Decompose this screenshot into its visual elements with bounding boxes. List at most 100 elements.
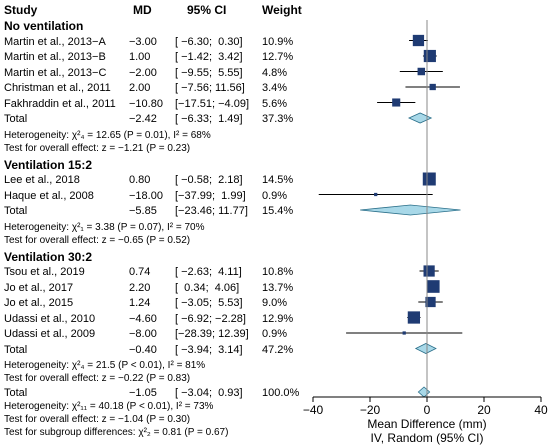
study-md: −8.00 bbox=[129, 328, 157, 340]
study-ci: [ −9.55; 5.55] bbox=[175, 66, 243, 79]
subgroup-total-md: −2.42 bbox=[129, 113, 157, 125]
study-ci: [ −7.56; 11.56] bbox=[175, 82, 245, 94]
study-md: 0.80 bbox=[129, 174, 151, 186]
heterogeneity-text: Heterogeneity: χ²₄ = 21.5 (P < 0.01), I²… bbox=[4, 360, 206, 371]
study-label: Christman et al., 2011 bbox=[4, 82, 111, 94]
study-weight: 0.9% bbox=[262, 328, 288, 340]
study-label: Tsou et al., 2019 bbox=[4, 266, 85, 278]
effect-square bbox=[422, 172, 436, 186]
x-tick-label: −40 bbox=[302, 403, 324, 417]
study-md: 1.00 bbox=[129, 51, 151, 63]
study-ci: [ −1.42; 3.42] bbox=[175, 51, 243, 63]
effect-square bbox=[423, 49, 436, 63]
effect-square bbox=[407, 311, 421, 324]
overall-total-ci: [ −3.04; 0.93] bbox=[175, 387, 243, 399]
study-weight: 3.4% bbox=[262, 82, 288, 94]
study-weight: 9.0% bbox=[262, 297, 288, 309]
header-md: MD bbox=[133, 3, 152, 17]
study-md: −10.80 bbox=[129, 97, 163, 110]
overall-effect-total-text: Test for overall effect: z = −1.04 (P = … bbox=[4, 414, 191, 425]
group-title: Ventilation 30:2 bbox=[4, 249, 93, 264]
overall-effect-text: Test for overall effect: z = −1.21 (P = … bbox=[4, 142, 191, 154]
overall-total-weight: 100.0% bbox=[262, 387, 300, 399]
heterogeneity-text: Heterogeneity: χ²₄ = 12.65 (P = 0.01), I… bbox=[4, 129, 211, 141]
study-weight: 14.5% bbox=[262, 174, 294, 186]
effect-square bbox=[429, 83, 436, 91]
overall-effect-text: Test for overall effect: z = −0.65 (P = … bbox=[4, 234, 191, 246]
study-ci: [ −0.58; 2.18] bbox=[175, 174, 243, 186]
study-ci: [−17.51; −4.09] bbox=[175, 97, 250, 110]
effect-square bbox=[374, 192, 378, 197]
heterogeneity-text: Heterogeneity: χ²₁ = 3.38 (P = 0.07), I²… bbox=[4, 221, 205, 233]
study-label: Fakhraddin et al., 2011 bbox=[4, 97, 116, 110]
effect-square bbox=[402, 331, 406, 335]
study-label: Martin et al., 2013−B bbox=[4, 51, 106, 63]
subgroup-total-diamond bbox=[407, 112, 433, 124]
study-weight: 4.8% bbox=[262, 66, 288, 79]
subgroup-total-diamond bbox=[360, 204, 461, 216]
x-tick-label: 0 bbox=[423, 403, 431, 417]
subgroup-total-diamond bbox=[414, 343, 437, 354]
group-title: No ventilation bbox=[4, 19, 84, 33]
effect-square bbox=[392, 98, 401, 107]
effect-square bbox=[423, 265, 435, 277]
study-md: 2.20 bbox=[129, 281, 151, 294]
study-ci: [ 0.34; 4.06] bbox=[175, 281, 240, 294]
subgroup-total-md: −5.85 bbox=[129, 205, 157, 217]
subgroup-total-label: Total bbox=[4, 205, 28, 217]
study-weight: 0.9% bbox=[262, 189, 288, 202]
study-weight: 13.7% bbox=[262, 281, 294, 294]
subgroup-total-label: Total bbox=[4, 343, 28, 356]
effect-square bbox=[417, 67, 426, 76]
study-md: 1.24 bbox=[129, 297, 151, 309]
effect-square bbox=[425, 296, 436, 308]
study-weight: 10.9% bbox=[262, 35, 294, 48]
subgroup-total-weight: 47.2% bbox=[262, 343, 294, 356]
study-label: Haque et al., 2008 bbox=[4, 189, 94, 202]
x-tick-label: 40 bbox=[534, 403, 548, 417]
study-md: −3.00 bbox=[129, 35, 157, 48]
group-title: Ventilation 15:2 bbox=[4, 157, 93, 172]
study-label: Jo et al., 2015 bbox=[4, 297, 74, 309]
overall-total-diamond bbox=[417, 386, 431, 398]
study-label: Udassi et al., 2009 bbox=[4, 328, 96, 340]
study-ci: [ −6.30; 0.30] bbox=[175, 35, 243, 48]
study-ci: [ −6.92; −2.28] bbox=[175, 312, 246, 325]
overall-total-label: Total bbox=[4, 387, 28, 399]
x-tick-label: −20 bbox=[359, 403, 381, 417]
x-axis-sublabel: IV, Random (95% CI) bbox=[370, 431, 484, 445]
subgroup-total-ci: [−23.46; 11.77] bbox=[175, 205, 248, 217]
subgroup-total-ci: [ −6.33; 1.49] bbox=[175, 113, 243, 125]
study-weight: 12.7% bbox=[262, 51, 294, 63]
subgroup-differences-text: Test for subgroup differences: χ²₂ = 0.8… bbox=[4, 427, 229, 438]
study-md: −18.00 bbox=[129, 189, 163, 202]
study-ci: [ −3.05; 5.53] bbox=[175, 297, 243, 309]
study-label: Martin et al., 2013−C bbox=[4, 66, 107, 79]
study-md: −4.60 bbox=[129, 312, 157, 325]
study-weight: 12.9% bbox=[262, 312, 294, 325]
effect-square bbox=[426, 280, 440, 293]
overall-effect-text: Test for overall effect: z = −0.22 (P = … bbox=[4, 373, 191, 384]
study-ci: [ −2.63; 4.11] bbox=[175, 266, 242, 278]
overall-total-md: −1.05 bbox=[129, 387, 157, 399]
study-label: Lee et al., 2018 bbox=[4, 174, 80, 186]
study-md: 2.00 bbox=[129, 82, 151, 94]
subgroup-total-md: −0.40 bbox=[129, 343, 157, 356]
subgroup-total-ci: [ −3.94; 3.14] bbox=[175, 343, 243, 356]
effect-square bbox=[412, 34, 425, 47]
overall-heterogeneity-text: Heterogeneity: χ²₁₁ = 40.18 (P < 0.01), … bbox=[4, 401, 214, 412]
header-weight: Weight bbox=[262, 3, 302, 17]
header-ci: 95% CI bbox=[187, 3, 227, 17]
study-label: Jo et al., 2017 bbox=[4, 281, 74, 294]
study-md: −2.00 bbox=[129, 66, 157, 79]
study-weight: 5.6% bbox=[262, 97, 288, 110]
study-ci: [−28.39; 12.39] bbox=[175, 328, 249, 340]
study-md: 0.74 bbox=[129, 266, 151, 278]
study-label: Udassi et al., 2010 bbox=[4, 312, 96, 325]
study-ci: [−37.99; 1.99] bbox=[175, 189, 246, 202]
header-study: Study bbox=[4, 3, 38, 17]
x-axis-label: Mean Difference (mm) bbox=[367, 417, 487, 431]
subgroup-total-weight: 15.4% bbox=[262, 205, 294, 217]
subgroup-total-weight: 37.3% bbox=[262, 113, 294, 125]
